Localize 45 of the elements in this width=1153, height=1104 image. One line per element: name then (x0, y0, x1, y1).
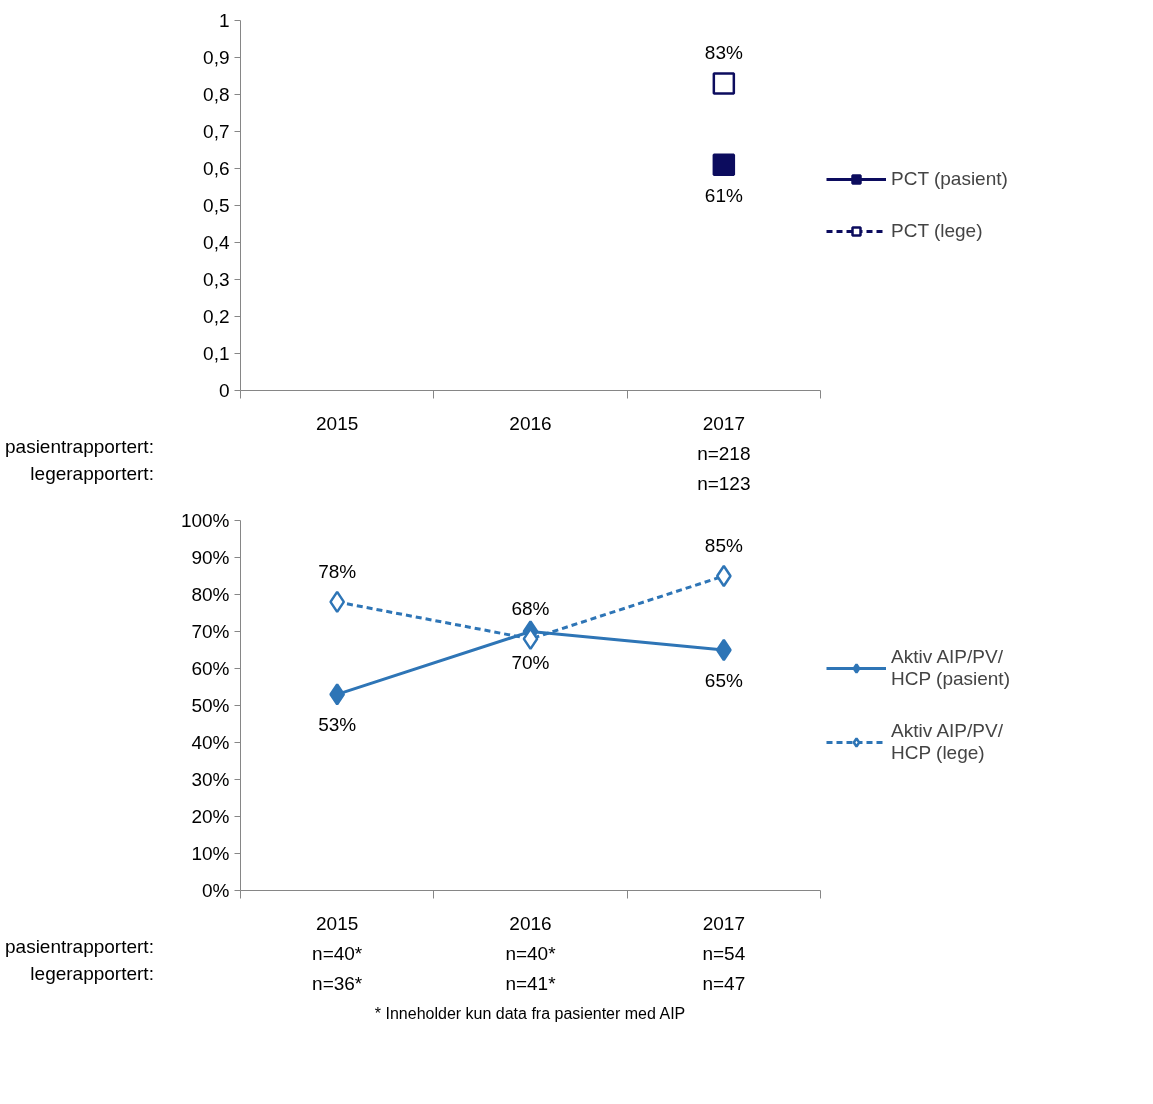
x-tick-label: 2017 n=218 n=123 (697, 412, 751, 495)
y-tick-label: 0,7 (203, 121, 230, 142)
legend-label: PCT (pasient) (891, 168, 1008, 190)
y-tick-label: 0,9 (203, 47, 230, 68)
x-tick-label: 2016 n=40* n=41* (505, 912, 557, 995)
data-label: 68% (511, 597, 550, 619)
text: legerapportert: (29, 962, 154, 987)
y-tick-label: 50% (191, 695, 230, 716)
y-tick-label: 0% (202, 880, 230, 901)
y-tick-label: 30% (191, 769, 230, 790)
text: * Inneholder kun data fra pasienter med AIP (374, 1004, 686, 1022)
y-tick-label: 20% (191, 806, 230, 827)
y-tick-label: 90% (191, 547, 230, 568)
y-tick-label: 0,1 (203, 343, 230, 364)
y-tick-label: 80% (191, 584, 230, 605)
x-tick-label: 2016 (509, 412, 552, 434)
y-tick-label: 0,4 (203, 232, 230, 253)
data-label: 53% (318, 714, 357, 736)
y-tick-label: 10% (191, 843, 230, 864)
data-label: 85% (704, 535, 743, 556)
y-tick-label: 60% (191, 658, 230, 679)
data-label: 78% (318, 560, 357, 582)
x-tick-label: 2017 n=54 n=47 (702, 912, 746, 995)
y-tick-label: 0,8 (203, 84, 230, 105)
data-label: 83% (704, 42, 743, 64)
legend-label: Aktiv AIP/PV/ HCP (pasient) (891, 646, 1010, 690)
text: legerapportert: (29, 462, 154, 487)
y-tick-label: 0,6 (203, 158, 230, 179)
y-tick-label: 40% (191, 732, 230, 753)
data-label: 70% (511, 651, 550, 673)
y-tick-label: 0,5 (203, 195, 230, 216)
y-tick-label: 0,2 (203, 306, 230, 327)
data-label: 65% (704, 670, 743, 691)
legend-label: PCT (lege) (891, 220, 983, 242)
y-tick-label: 1 (218, 10, 230, 31)
y-tick-label: 0 (218, 380, 230, 401)
data-label: 61% (704, 184, 743, 206)
x-tick-label: 2015 (316, 412, 359, 434)
y-tick-label: 100% (180, 510, 230, 531)
y-tick-label: 0,3 (203, 269, 230, 290)
x-tick-label: 2015 n=40* n=36* (312, 912, 363, 995)
y-tick-label: 70% (191, 621, 230, 642)
legend-label: Aktiv AIP/PV/ HCP (lege) (891, 720, 1003, 764)
text: pasientrapportert: (5, 934, 154, 959)
text: pasientrapportert: (5, 434, 154, 459)
